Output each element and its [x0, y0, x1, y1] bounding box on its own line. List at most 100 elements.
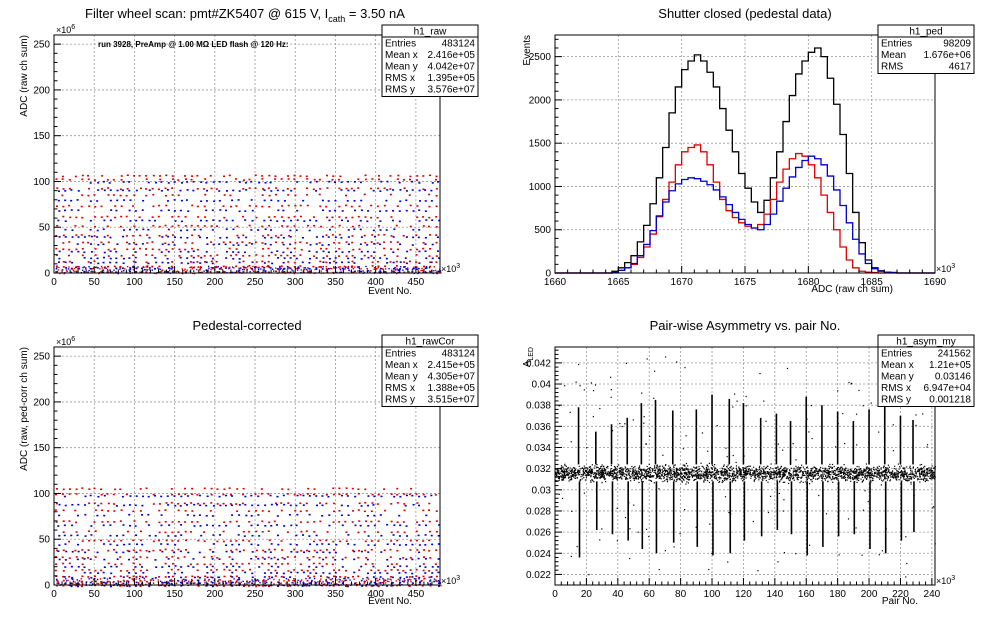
asymmetry-point	[686, 481, 688, 483]
data-point-baseline	[57, 269, 60, 271]
data-point-blue	[212, 243, 215, 246]
data-point-blue	[308, 495, 311, 497]
data-point-baseline	[362, 577, 364, 580]
y-tick-label: 0	[545, 269, 551, 280]
data-point-blue	[180, 220, 183, 223]
asymmetry-point	[628, 474, 631, 476]
asymmetry-point	[905, 473, 907, 475]
data-point-blue	[328, 262, 331, 264]
data-point-blue	[295, 524, 298, 527]
data-point-red	[228, 247, 231, 250]
data-point-blue	[296, 513, 299, 516]
asymmetry-point	[622, 470, 624, 472]
data-point-red	[409, 569, 412, 571]
data-point-baseline	[367, 270, 370, 272]
asymmetry-point	[752, 472, 754, 474]
data-point-blue	[129, 524, 132, 527]
data-point-blue	[186, 229, 189, 232]
data-point-red	[62, 266, 65, 268]
data-point-blue	[424, 572, 427, 574]
data-point-red	[106, 520, 109, 523]
data-point-red	[222, 493, 225, 496]
asymmetry-point	[828, 473, 831, 476]
data-point-red	[273, 520, 276, 523]
asymmetry-point	[926, 471, 928, 473]
data-point-red	[273, 556, 276, 559]
asymmetry-point	[840, 470, 842, 472]
data-point-blue	[192, 180, 195, 183]
data-point-blue	[308, 577, 311, 579]
asymmetry-point	[777, 468, 779, 471]
data-point-red	[101, 188, 104, 190]
data-point-red	[416, 179, 419, 181]
data-point-red	[236, 242, 239, 244]
data-point-blue	[346, 200, 349, 202]
data-point-baseline	[238, 584, 240, 587]
asymmetry-point	[604, 472, 606, 474]
asymmetry-point	[695, 475, 697, 478]
data-point-blue	[212, 534, 215, 536]
asymmetry-point	[593, 481, 595, 483]
data-point-blue	[58, 236, 61, 238]
asymmetry-point	[696, 475, 698, 477]
asymmetry-point	[744, 473, 746, 475]
data-point-red	[435, 175, 438, 178]
asymmetry-point	[769, 473, 772, 475]
data-point-red	[81, 194, 84, 196]
data-point-baseline	[177, 270, 180, 273]
asymmetry-point	[911, 476, 913, 478]
asymmetry-point	[711, 464, 714, 466]
data-point-red	[370, 241, 373, 243]
data-point-blue	[411, 572, 414, 575]
data-point-red	[351, 549, 354, 552]
data-point-red	[287, 235, 290, 237]
data-point-blue	[173, 551, 176, 554]
asymmetry-point	[626, 475, 628, 477]
stats-row-value: 2.416e+05	[427, 50, 475, 61]
asymmetry-point	[673, 474, 675, 476]
data-point-baseline	[137, 266, 139, 268]
data-point-baseline	[413, 266, 415, 268]
data-point-red	[416, 549, 419, 551]
data-point-blue	[392, 270, 395, 273]
data-point-red	[209, 548, 212, 551]
data-point-blue	[76, 243, 79, 245]
data-point-baseline	[330, 582, 333, 584]
asymmetry-point	[730, 465, 732, 468]
data-point-red	[389, 193, 392, 196]
data-point-baseline	[296, 581, 299, 583]
asymmetry-point	[806, 477, 808, 479]
stats-row-value: 4.042e+07	[427, 62, 475, 73]
data-point-baseline	[237, 270, 240, 272]
chart-panel-ped: Shutter closed (pedestal data)1660 1665 16…	[522, 6, 975, 295]
asymmetry-point	[698, 468, 700, 470]
data-point-red	[389, 175, 392, 177]
data-point-blue	[290, 189, 293, 192]
asymmetry-point	[789, 479, 791, 481]
asymmetry-point	[677, 469, 679, 471]
data-point-red	[93, 194, 96, 196]
data-point-red	[267, 510, 270, 513]
asymmetry-point	[595, 472, 597, 474]
data-point-baseline	[75, 582, 77, 585]
data-point-red	[415, 568, 418, 571]
data-point-red	[415, 575, 418, 577]
data-point-red	[248, 521, 251, 523]
asymmetry-point	[790, 467, 792, 469]
data-point-baseline	[325, 580, 328, 583]
data-point-red	[286, 562, 289, 565]
y-tick-label: 500	[534, 225, 551, 236]
data-point-red	[390, 576, 393, 578]
data-point-red	[140, 539, 143, 542]
data-point-baseline	[162, 269, 164, 271]
data-point-blue	[270, 199, 273, 202]
asymmetry-point	[811, 468, 813, 470]
asymmetry-point	[739, 474, 741, 476]
x-tick-label: 150	[166, 277, 183, 288]
asymmetry-point	[865, 463, 867, 465]
data-point-baseline	[291, 269, 293, 271]
data-point-blue	[315, 190, 318, 192]
data-point-blue	[405, 525, 408, 527]
data-point-red	[230, 493, 233, 496]
asymmetry-point	[704, 474, 706, 476]
